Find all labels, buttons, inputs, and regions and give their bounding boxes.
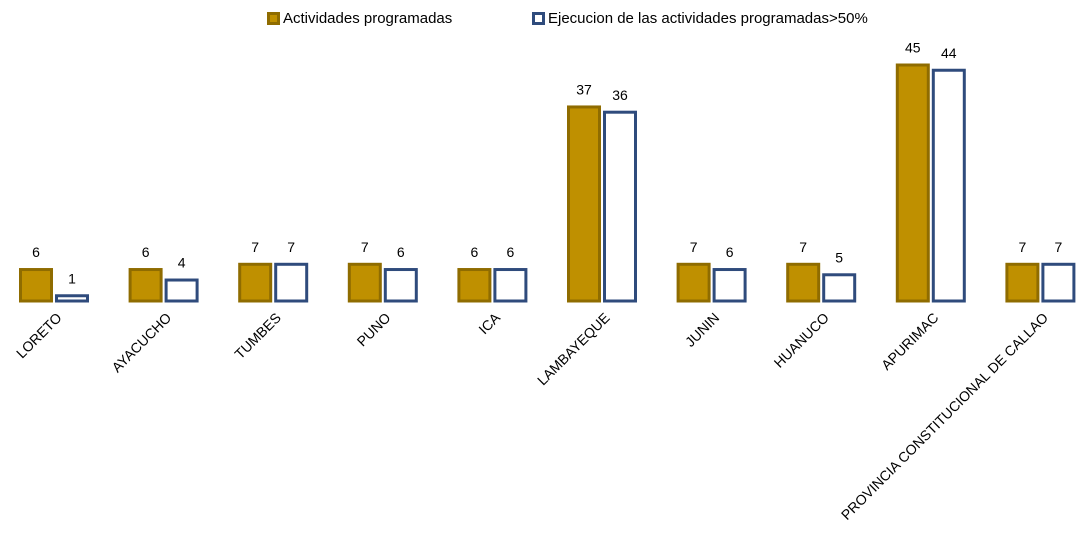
bar — [1041, 262, 1076, 303]
bar — [238, 262, 273, 303]
data-label: 7 — [251, 239, 259, 255]
x-tick-label: PUNO — [354, 309, 394, 349]
bar — [55, 294, 89, 303]
bar — [457, 268, 492, 303]
data-label: 5 — [835, 249, 843, 265]
data-label: 6 — [32, 244, 40, 260]
x-tick-label: TUMBES — [231, 309, 284, 362]
bar — [822, 273, 857, 303]
data-label: 7 — [799, 239, 807, 255]
bar — [931, 68, 966, 303]
bar — [128, 268, 163, 303]
data-label: 4 — [178, 255, 186, 271]
data-label: 7 — [1055, 239, 1063, 255]
data-label: 6 — [507, 244, 515, 260]
data-label: 6 — [726, 244, 734, 260]
bar — [603, 110, 637, 303]
data-label: 7 — [1019, 239, 1027, 255]
bar — [164, 278, 199, 303]
data-label: 7 — [361, 239, 369, 255]
data-label: 7 — [690, 239, 698, 255]
bar — [347, 262, 382, 303]
bar — [786, 262, 821, 303]
x-tick-label: APURIMAC — [878, 309, 942, 373]
x-tick-label: HUANUCO — [771, 309, 832, 370]
data-label: 36 — [612, 87, 628, 103]
data-label: 37 — [576, 82, 592, 98]
data-label: 1 — [68, 270, 76, 286]
bar — [1005, 262, 1040, 303]
x-tick-label: LAMBAYEQUE — [534, 309, 613, 388]
data-label: 44 — [941, 45, 957, 61]
bar — [895, 63, 930, 303]
x-tick-label: PROVINCIA CONSTITUCIONAL DE CALLAO — [838, 309, 1051, 522]
bar — [383, 268, 418, 303]
bar — [274, 262, 309, 303]
x-tick-label: LORETO — [13, 309, 65, 361]
bar — [493, 268, 528, 303]
legend-label: Ejecucion de las actividades programadas… — [548, 10, 868, 27]
data-label: 45 — [905, 40, 921, 56]
data-label: 7 — [287, 239, 295, 255]
data-label: 6 — [142, 244, 150, 260]
bar — [567, 105, 601, 303]
data-label: 6 — [471, 244, 479, 260]
bar — [712, 268, 747, 303]
legend-label: Actividades programadas — [283, 10, 452, 27]
x-tick-label: JUNIN — [682, 309, 722, 349]
x-tick-label: AYACUCHO — [108, 309, 174, 375]
legend-swatch — [532, 12, 545, 25]
bar — [19, 268, 53, 303]
x-tick-label: ICA — [475, 309, 503, 337]
bar — [676, 262, 711, 303]
data-label: 6 — [397, 244, 405, 260]
legend-swatch — [267, 12, 280, 25]
